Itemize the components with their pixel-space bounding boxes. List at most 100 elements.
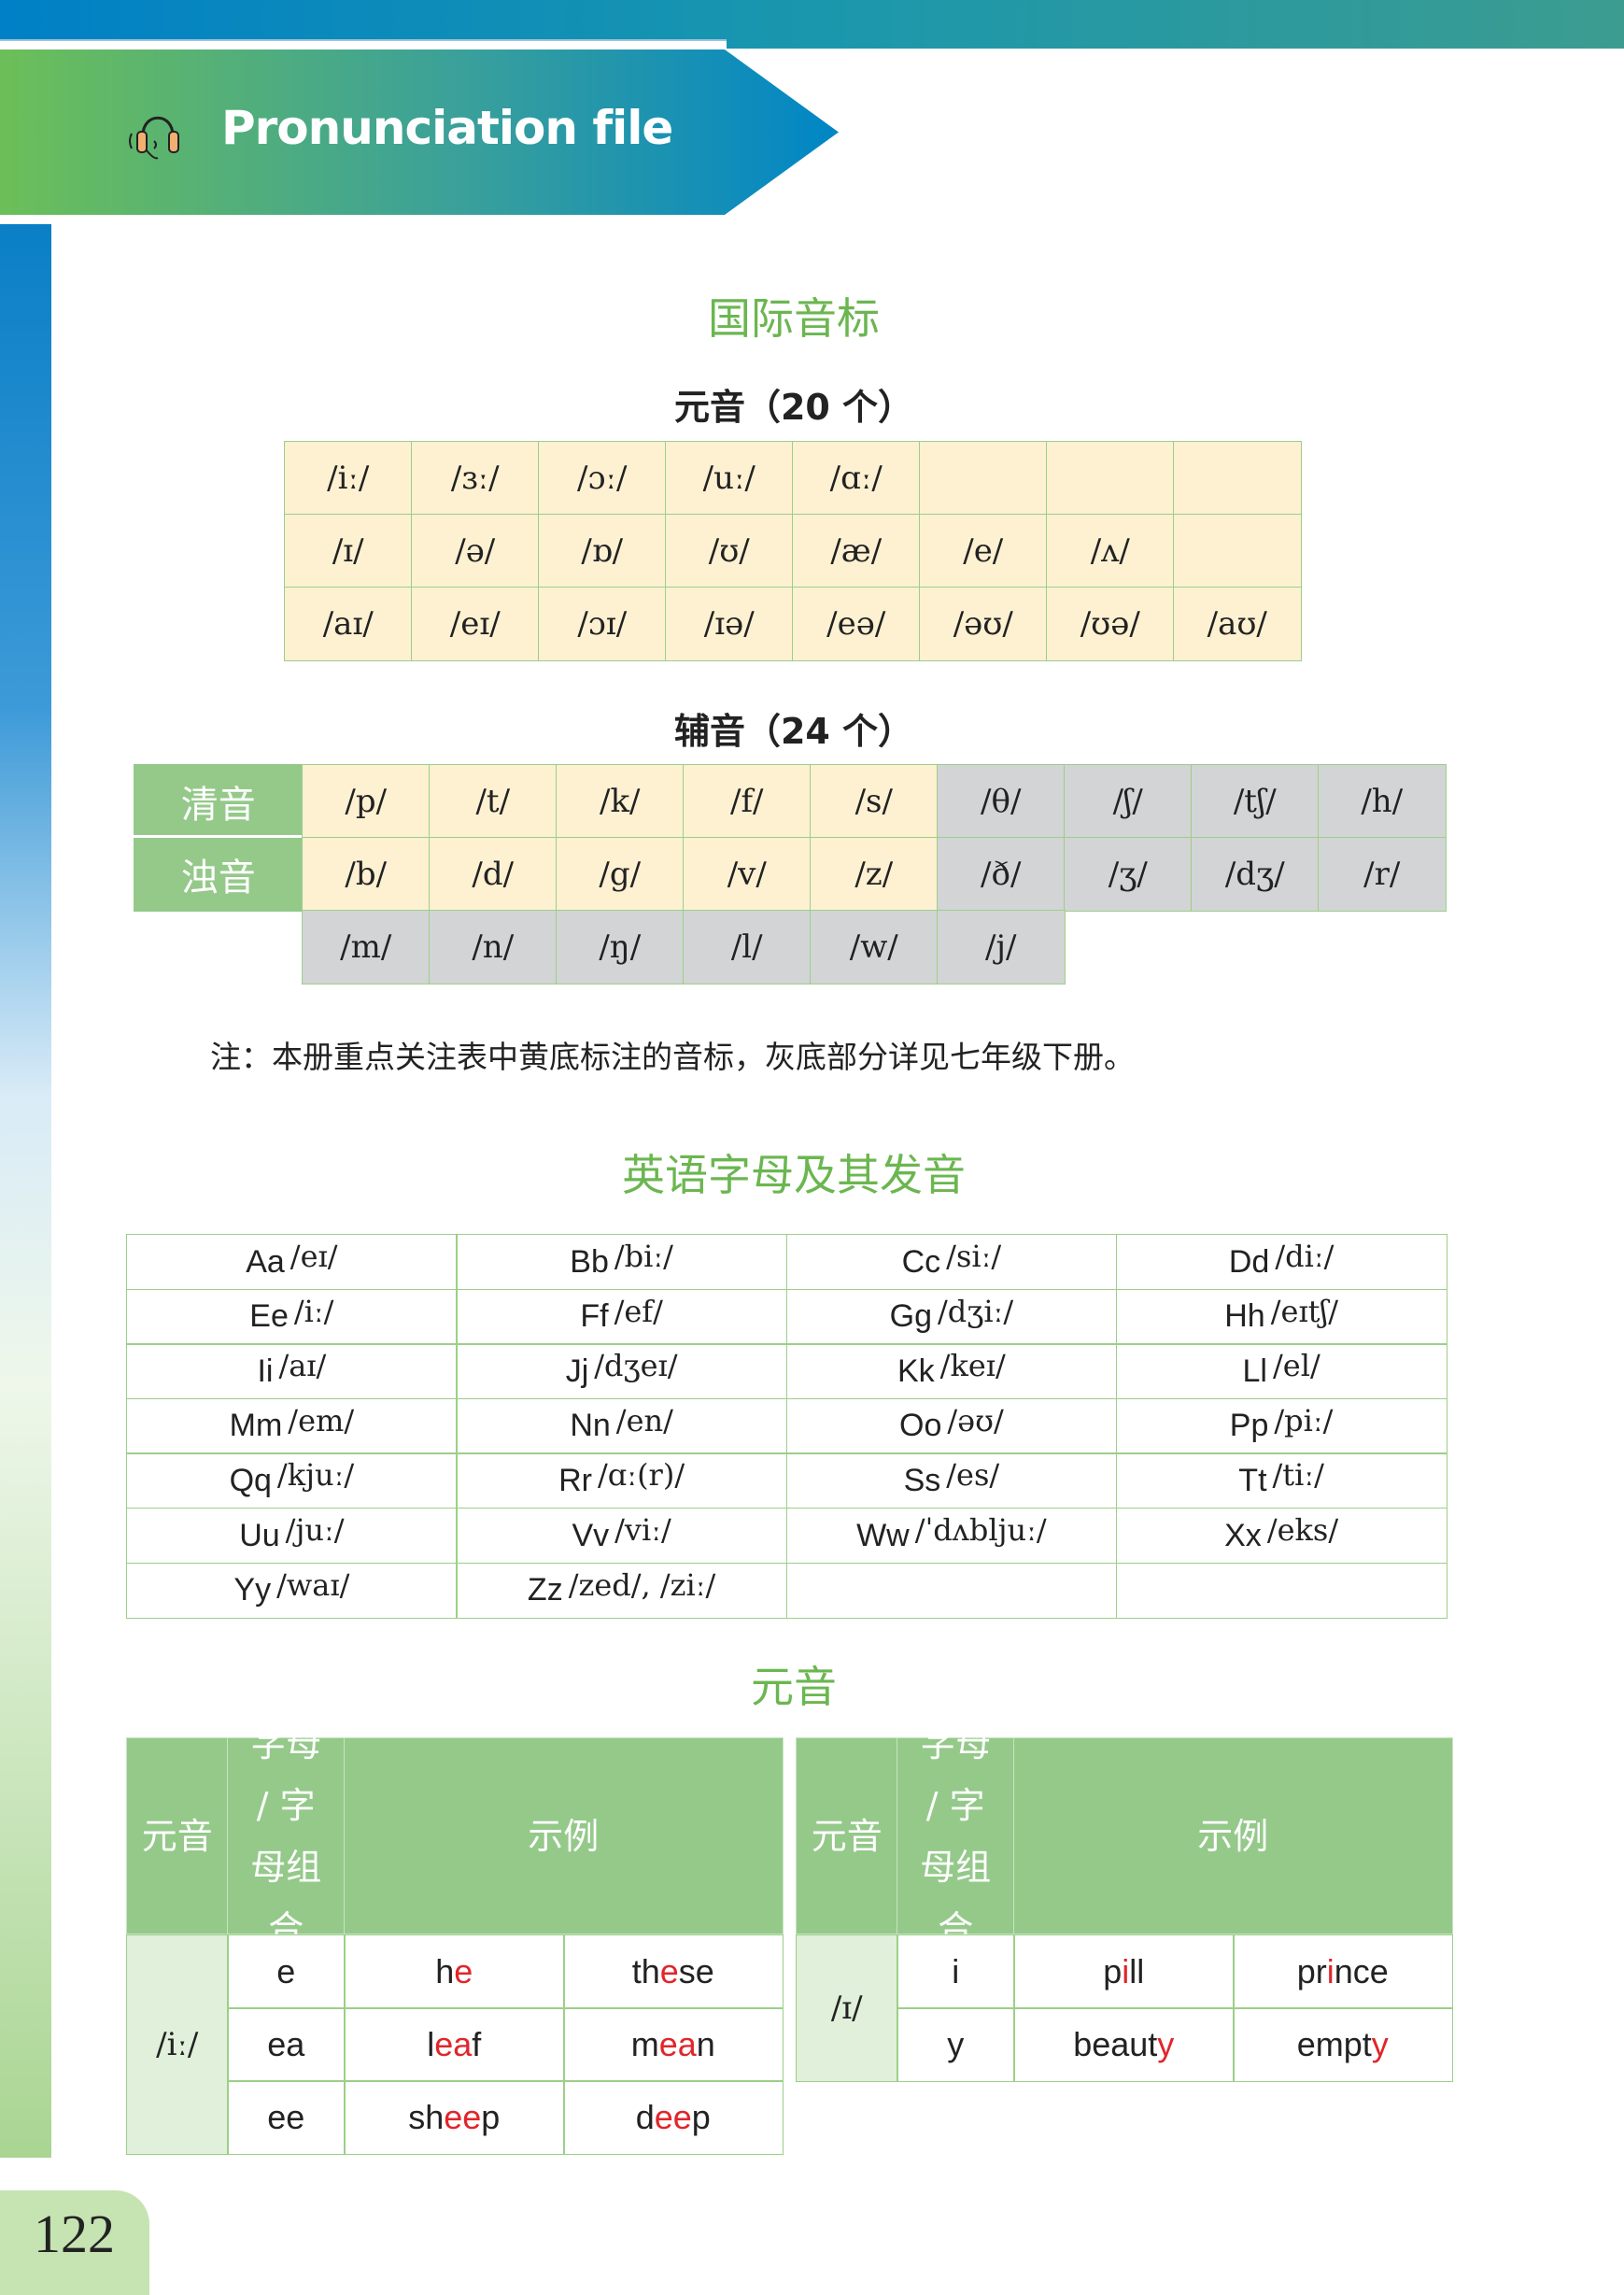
letter-ipa: /dʒiː/ [937,1293,1014,1329]
letter-ipa: /juː/ [285,1512,345,1549]
consonant-cell: /ʒ/ [1064,837,1193,912]
consonant-row-label: 清音 [134,764,304,839]
letter-ipa: /kjuː/ [276,1457,355,1494]
alphabet-cell [1115,1562,1447,1619]
label-divider [134,835,302,838]
letter-ipa: /aɪ/ [278,1348,327,1384]
letter-ipa: /piː/ [1274,1402,1334,1438]
letter-ipa: /em/ [288,1402,355,1438]
word-part: p [481,2097,501,2136]
alphabet-cell: Ss/es/ [785,1452,1118,1509]
consonant-cell: /θ/ [937,764,1066,839]
letter-ipa: /waɪ/ [276,1566,350,1603]
letter: Rr [558,1462,593,1498]
highlighted-letters: y [1157,2024,1175,2063]
word-part: f [472,2024,482,2063]
page-number: 122 [34,2203,115,2264]
consonants-title: 辅音（24 个） [673,711,914,752]
example-word: th e se [563,1934,784,2009]
letter: Ll [1242,1353,1267,1389]
vowel-cell: /ɑː/ [792,441,921,516]
word-part: m [630,2024,659,2063]
consonant-cell: /h/ [1318,764,1447,839]
vowel-cell: /ʊə/ [1046,587,1175,661]
letter: Aa [246,1243,285,1280]
example-word: pr i nce [1233,1934,1453,2009]
example-word: m ea n [563,2007,784,2082]
highlighted-letters: ea [658,2024,697,2063]
vowel-cell: /ɪə/ [665,587,794,661]
letter: Zz [527,1572,563,1608]
letter-ipa: /ɑː(r)/ [598,1457,685,1494]
consonant-cell: /k/ [556,764,685,839]
alphabet-cell: Ll/el/ [1115,1343,1447,1400]
alphabet-cell: Mm/em/ [126,1397,458,1454]
consonant-cell: /t/ [429,764,558,839]
letter: Pp [1229,1408,1269,1444]
letter: Jj [565,1353,589,1389]
consonant-cell: /w/ [810,910,939,985]
header-vowel: 元音 [796,1737,898,1934]
alphabet-cell: Ww/ˈdʌbljuː/ [785,1508,1118,1565]
vowel-cell [1046,441,1175,516]
letter-ipa: /əʊ/ [947,1402,1004,1438]
consonant-cell: /z/ [810,837,939,912]
letters-cell: ee [227,2080,346,2155]
word-part: p [1103,1951,1123,1990]
letter: Dd [1228,1243,1270,1280]
word-part: n [696,2024,715,2063]
vowel-cell: /ə/ [411,514,540,588]
example-word: l ea f [344,2007,565,2082]
word-part: sh [408,2097,445,2136]
letter: Ss [903,1462,941,1498]
vowel-cell: /ɒ/ [538,514,667,588]
header-letters: 字母 / 字母组合 [227,1723,346,1949]
example-word: d ee p [563,2080,784,2155]
vowel-cell: /ʌ/ [1046,514,1175,588]
word-part: ll [1129,1951,1145,1990]
example-word: p i ll [1013,1934,1235,2009]
highlighted-letters: y [1371,2024,1389,2063]
letter: Hh [1224,1298,1265,1335]
highlighted-letters: e [659,1951,679,1990]
alphabet-cell: Dd/diː/ [1115,1234,1447,1291]
alphabet-cell: Jj/dʒeɪ/ [456,1343,787,1400]
word-part: nce [1334,1951,1389,1990]
letter-ipa: /diː/ [1275,1239,1335,1275]
consonant-cell: /d/ [429,837,558,912]
consonant-cell: /l/ [683,910,812,985]
consonant-cell: /n/ [429,910,558,985]
letter: Oo [899,1408,942,1444]
letters-cell: y [897,2007,1015,2082]
alphabet-cell: Xx/eks/ [1115,1508,1447,1565]
alphabet-cell [785,1562,1118,1619]
word-part: h [435,1951,455,1990]
vowel-cell: /iː/ [126,1934,229,2155]
letter: Mm [229,1408,283,1444]
vowel-cell: /eɪ/ [411,587,540,661]
alphabet-cell: Kk/keɪ/ [785,1343,1118,1400]
letter: Cc [901,1243,941,1280]
consonant-cell: /ʃ/ [1064,764,1193,839]
consonant-cell: /b/ [302,837,431,912]
alphabet-cell: Ff/ef/ [456,1288,787,1345]
word-part: beaut [1073,2024,1158,2063]
letter-ipa: /iː/ [293,1293,334,1329]
vowel-cell: /ɔː/ [538,441,667,516]
letter-ipa: /tiː/ [1272,1457,1324,1494]
consonant-cell: /v/ [683,837,812,912]
word-part: p [691,2097,711,2136]
alphabet-cell: Hh/eɪtʃ/ [1115,1288,1447,1345]
consonant-cell: /j/ [937,910,1066,985]
vowel-cell: /æ/ [792,514,921,588]
vowel-cell: /ɪ/ [796,1934,898,2082]
letter-ipa: /el/ [1272,1348,1320,1384]
alphabet-cell: Cc/siː/ [785,1234,1118,1291]
vowel-cell: /iː/ [284,441,413,516]
alphabet-cell: Zz/zed/, /ziː/ [456,1562,787,1619]
word-part: empt [1296,2024,1372,2063]
highlighted-letters: ee [444,2097,482,2136]
alphabet-cell: Oo/əʊ/ [785,1397,1118,1454]
word-part: pr [1296,1951,1327,1990]
highlighted-letters: ee [654,2097,692,2136]
